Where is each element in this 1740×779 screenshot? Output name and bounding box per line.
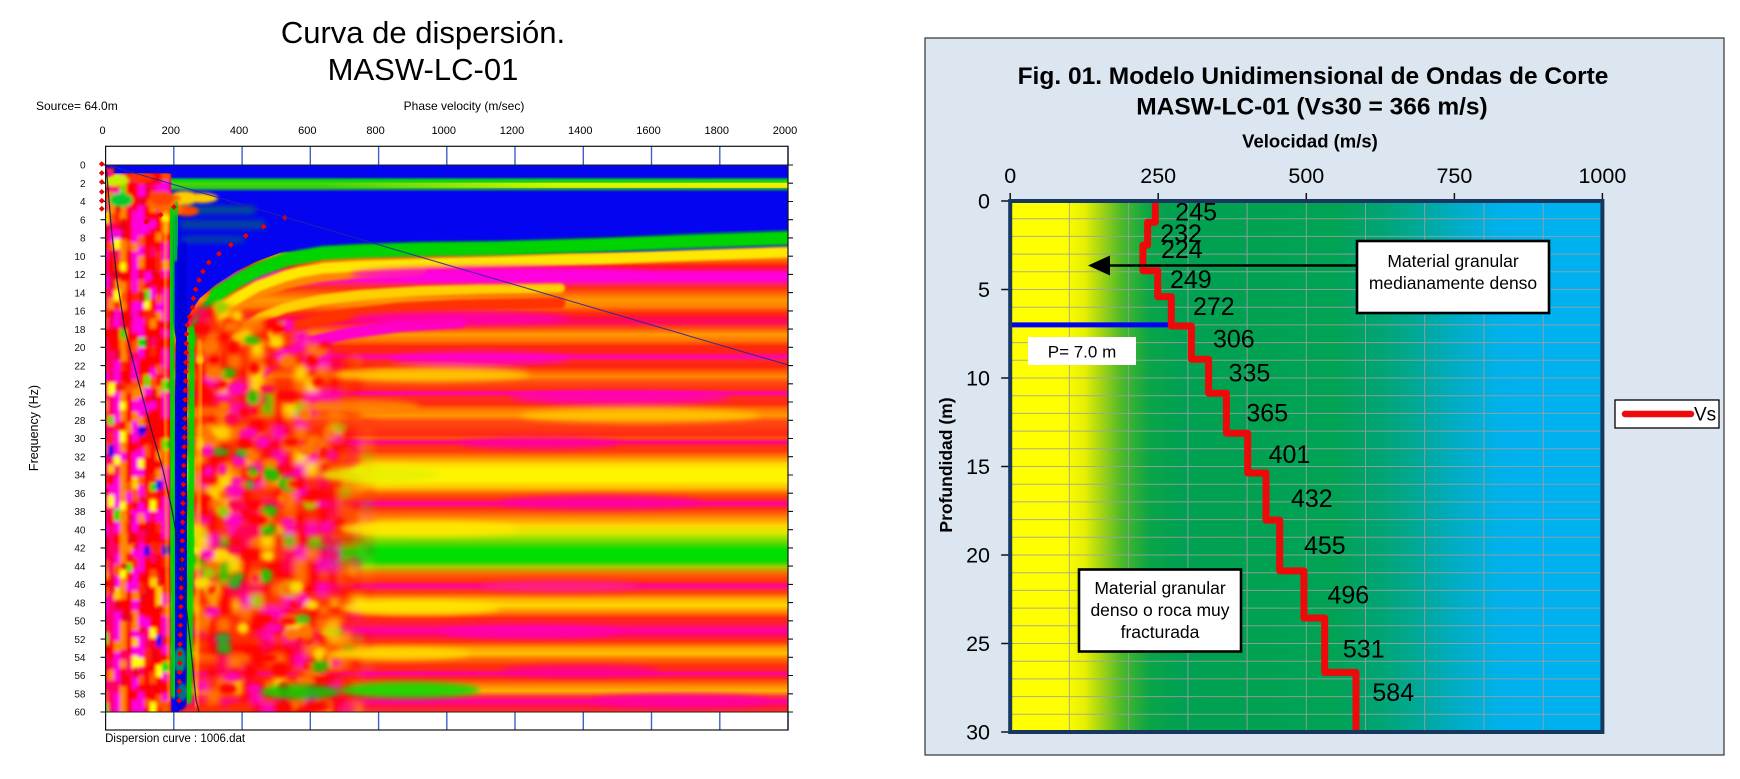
- svg-text:1200: 1200: [500, 125, 524, 137]
- svg-text:224: 224: [1161, 236, 1203, 264]
- svg-text:1000: 1000: [1578, 164, 1626, 188]
- svg-text:58: 58: [74, 690, 86, 701]
- svg-text:60: 60: [74, 708, 86, 719]
- svg-text:MASW-LC-01: MASW-LC-01: [328, 52, 519, 87]
- svg-text:Fig. 01. Modelo Unidimensional: Fig. 01. Modelo Unidimensional de Ondas …: [1018, 63, 1609, 90]
- svg-text:0: 0: [978, 190, 990, 214]
- svg-text:38: 38: [74, 507, 86, 518]
- svg-text:medianamente denso: medianamente denso: [1369, 273, 1537, 293]
- svg-text:Material granular: Material granular: [1094, 578, 1225, 598]
- svg-text:54: 54: [74, 653, 86, 664]
- svg-text:0: 0: [100, 125, 106, 137]
- svg-text:26: 26: [74, 398, 86, 409]
- svg-text:200: 200: [162, 125, 180, 137]
- svg-text:28: 28: [74, 416, 86, 427]
- svg-text:Dispersion curve : 1006.dat: Dispersion curve : 1006.dat: [105, 733, 246, 745]
- svg-text:Material granular: Material granular: [1387, 251, 1518, 271]
- svg-text:2: 2: [80, 179, 86, 190]
- svg-text:600: 600: [298, 125, 316, 137]
- svg-text:14: 14: [74, 288, 86, 299]
- svg-text:8: 8: [80, 234, 86, 245]
- svg-text:272: 272: [1193, 293, 1235, 321]
- svg-text:15: 15: [966, 455, 990, 479]
- svg-text:Curva de dispersión.: Curva de dispersión.: [281, 15, 565, 50]
- svg-text:24: 24: [74, 380, 86, 391]
- svg-text:10: 10: [966, 367, 990, 391]
- svg-text:Phase velocity (m/sec): Phase velocity (m/sec): [404, 99, 525, 113]
- svg-text:42: 42: [74, 544, 86, 555]
- svg-text:496: 496: [1328, 582, 1370, 610]
- svg-text:306: 306: [1213, 326, 1255, 354]
- svg-text:6: 6: [80, 215, 86, 226]
- svg-text:48: 48: [74, 598, 86, 609]
- svg-text:800: 800: [366, 125, 384, 137]
- svg-text:20: 20: [966, 544, 990, 568]
- svg-text:MASW-LC-01 (Vs30 = 366 m/s): MASW-LC-01 (Vs30 = 366 m/s): [1136, 94, 1487, 121]
- svg-text:4: 4: [80, 197, 86, 208]
- svg-text:20: 20: [74, 343, 86, 354]
- svg-text:Frequency (Hz): Frequency (Hz): [27, 385, 41, 471]
- svg-text:46: 46: [74, 580, 86, 591]
- svg-text:250: 250: [1140, 164, 1176, 188]
- svg-text:30: 30: [74, 434, 86, 445]
- svg-text:30: 30: [966, 721, 990, 745]
- svg-text:5: 5: [978, 278, 990, 302]
- svg-text:365: 365: [1246, 400, 1288, 428]
- svg-text:335: 335: [1229, 360, 1271, 388]
- svg-text:fracturada: fracturada: [1121, 622, 1200, 642]
- svg-text:36: 36: [74, 489, 86, 500]
- svg-text:52: 52: [74, 635, 86, 646]
- svg-text:750: 750: [1436, 164, 1472, 188]
- svg-text:16: 16: [74, 307, 86, 318]
- svg-text:401: 401: [1269, 441, 1311, 469]
- svg-text:P= 7.0 m: P= 7.0 m: [1048, 343, 1117, 362]
- svg-text:56: 56: [74, 671, 86, 682]
- svg-text:249: 249: [1170, 266, 1212, 294]
- svg-text:34: 34: [74, 471, 86, 482]
- svg-text:0: 0: [1004, 164, 1016, 188]
- svg-text:1600: 1600: [636, 125, 660, 137]
- svg-text:25: 25: [966, 632, 990, 656]
- svg-text:2000: 2000: [773, 125, 797, 137]
- svg-text:32: 32: [74, 452, 86, 463]
- svg-text:Source= 64.0m: Source= 64.0m: [36, 99, 118, 113]
- svg-text:10: 10: [74, 252, 86, 263]
- svg-text:432: 432: [1291, 485, 1333, 513]
- svg-text:584: 584: [1372, 679, 1414, 707]
- svg-text:Vs: Vs: [1694, 405, 1716, 426]
- svg-text:12: 12: [74, 270, 86, 281]
- svg-text:denso o roca muy: denso o roca muy: [1090, 600, 1229, 620]
- svg-text:232: 232: [1160, 220, 1202, 248]
- svg-text:400: 400: [230, 125, 248, 137]
- svg-text:44: 44: [74, 562, 86, 573]
- svg-text:Velocidad (m/s): Velocidad (m/s): [1242, 131, 1378, 152]
- svg-text:40: 40: [74, 525, 86, 536]
- svg-text:531: 531: [1343, 636, 1385, 664]
- svg-text:1400: 1400: [568, 125, 592, 137]
- svg-text:22: 22: [74, 361, 86, 372]
- svg-text:1800: 1800: [705, 125, 729, 137]
- svg-text:245: 245: [1175, 199, 1217, 227]
- svg-text:0: 0: [80, 161, 86, 172]
- svg-text:Profundidad (m): Profundidad (m): [936, 397, 956, 532]
- svg-text:18: 18: [74, 325, 86, 336]
- svg-text:455: 455: [1304, 532, 1346, 560]
- svg-text:1000: 1000: [432, 125, 456, 137]
- svg-text:50: 50: [74, 617, 86, 628]
- svg-text:500: 500: [1288, 164, 1324, 188]
